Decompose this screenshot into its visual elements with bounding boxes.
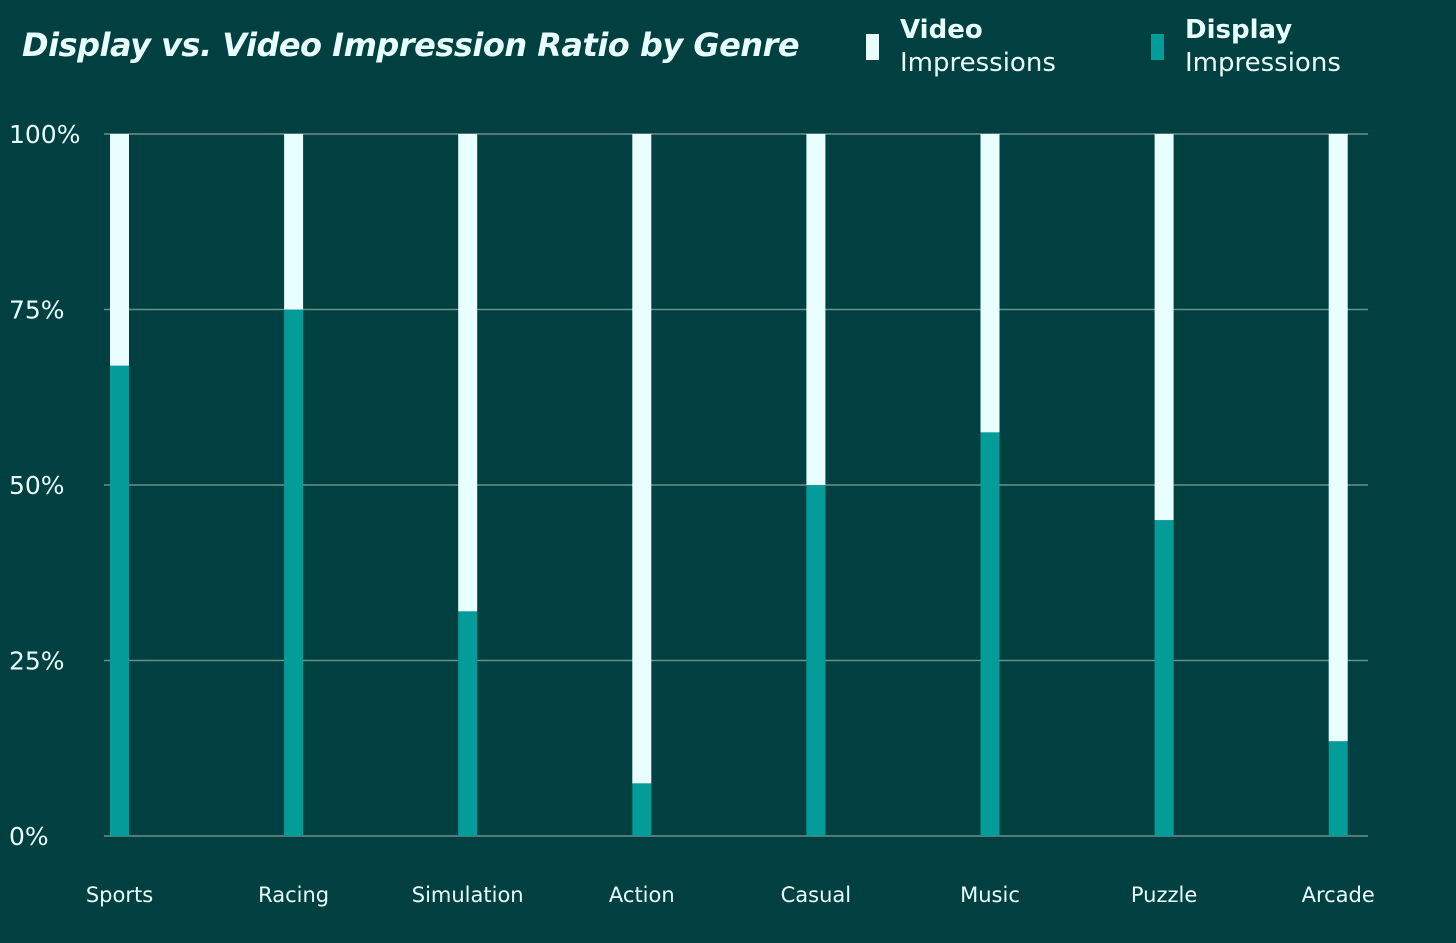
x-tick-label-sports: Sports [86, 883, 153, 907]
x-tick-label-action: Action [609, 883, 675, 907]
bar-video-sports [110, 134, 129, 366]
bars [110, 134, 1348, 836]
y-tick-label-25: 25% [9, 647, 65, 676]
bar-display-action [632, 783, 652, 836]
legend-label-display-bold: Display [1185, 15, 1293, 45]
y-tick-label-100: 100% [9, 120, 80, 149]
legend-label-video: Video Impressions [900, 14, 1056, 80]
x-tick-label-puzzle: Puzzle [1131, 883, 1197, 907]
bar-video-casual [806, 134, 826, 485]
bar-video-music [980, 134, 1000, 433]
x-axis-tick-labels: Sports Racing Simulation Action Casual Music P… [86, 883, 1375, 907]
legend-label-video-bold: Video [900, 15, 983, 45]
legend-swatch-video [866, 34, 879, 60]
x-tick-label-music: Music [960, 883, 1020, 907]
x-tick-label-simulation: Simulation [412, 883, 524, 907]
bar-display-puzzle [1154, 520, 1174, 836]
y-tick-label-75: 75% [9, 296, 65, 325]
bar-display-arcade [1328, 741, 1348, 836]
bar-video-puzzle [1154, 134, 1174, 521]
legend-label-video-rest: Impressions [900, 48, 1056, 78]
bar-display-casual [806, 485, 826, 836]
x-tick-label-racing: Racing [258, 883, 329, 907]
legend-label-display: Display Impressions [1185, 14, 1341, 80]
legend-label-display-rest: Impressions [1185, 48, 1341, 78]
bar-video-action [632, 134, 652, 784]
bar-video-racing [284, 134, 304, 310]
x-tick-label-casual: Casual [781, 883, 852, 907]
bar-video-simulation [458, 134, 478, 612]
y-tick-label-0: 0% [9, 822, 49, 851]
chart-title: Display vs. Video Impression Ratio by Ge… [22, 26, 800, 64]
bar-display-music [980, 432, 1000, 836]
bar-display-simulation [458, 611, 478, 836]
bar-display-sports [110, 365, 129, 836]
bar-video-arcade [1328, 134, 1348, 742]
legend-swatch-display [1151, 34, 1164, 60]
bar-display-racing [284, 309, 304, 836]
y-tick-label-50: 50% [9, 471, 65, 500]
x-tick-label-arcade: Arcade [1302, 883, 1375, 907]
y-axis-tick-labels: 0% 25% 50% 75% 100% [9, 120, 80, 851]
